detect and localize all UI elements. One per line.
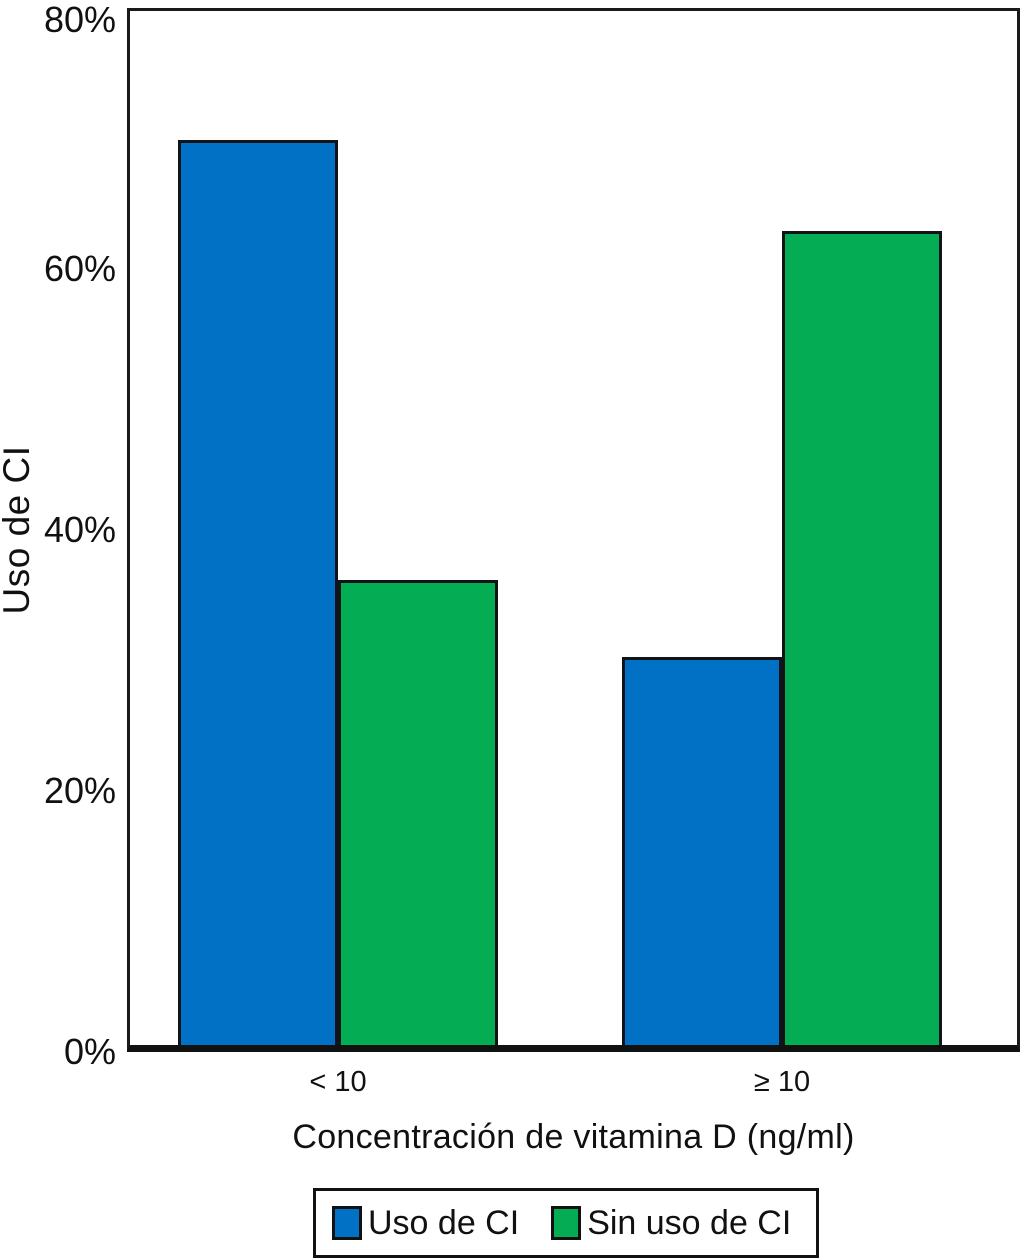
bar-group-2 [622, 231, 942, 1045]
y-tick-label-0: 0% [63, 1031, 116, 1072]
legend: Uso de CI Sin uso de CI [313, 1188, 819, 1258]
y-tick-label-60: 60% [43, 248, 116, 289]
plot-area [127, 8, 1020, 1052]
legend-swatch-uso-de-ci-icon [332, 1206, 362, 1240]
legend-item-uso-de-ci: Uso de CI [332, 1204, 519, 1243]
bar-series1-cat2 [622, 657, 782, 1045]
x-tick-label-2: ≥ 10 [753, 1066, 811, 1098]
bar-series2-cat2 [782, 231, 942, 1045]
legend-swatch-sin-uso-de-ci-icon [551, 1206, 582, 1240]
y-tick-label-40: 40% [43, 509, 116, 550]
bar-group-1 [178, 140, 498, 1045]
x-tick-label-1: < 10 [309, 1066, 367, 1098]
x-axis-title: Concentración de vitamina D (ng/ml) [292, 1118, 855, 1156]
legend-label-sin-uso-de-ci: Sin uso de CI [587, 1203, 792, 1242]
legend-item-sin-uso-de-ci: Sin uso de CI [551, 1204, 791, 1243]
bar-series2-cat1 [338, 580, 498, 1045]
bar-series1-cat1 [178, 140, 338, 1045]
y-tick-label-80: 80% [43, 0, 116, 40]
y-tick-label-20: 20% [43, 770, 116, 811]
legend-label-uso-de-ci: Uso de CI [368, 1203, 520, 1242]
bars-layer [130, 11, 1017, 1045]
